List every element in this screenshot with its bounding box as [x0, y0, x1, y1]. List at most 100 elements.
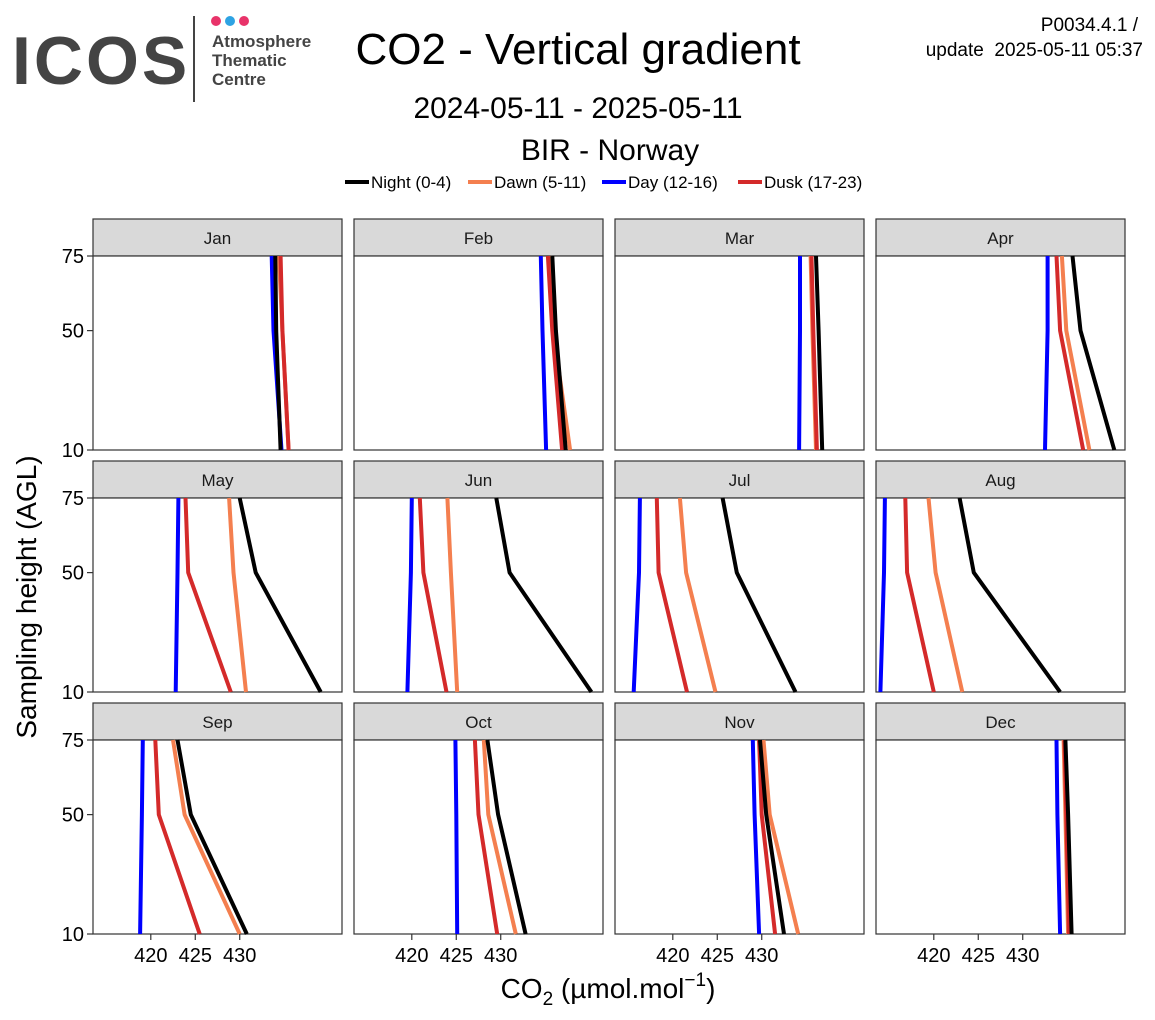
- x-tick-label: 430: [484, 945, 517, 967]
- profile-line-night: [814, 255, 825, 451]
- profile-line-dawn: [445, 497, 460, 693]
- x-tick-label: 420: [656, 945, 689, 967]
- facet-panel: Jun: [353, 460, 604, 694]
- facet-strip-label: Mar: [725, 229, 755, 248]
- panel-border: [614, 739, 865, 935]
- icos-logo: ICOS: [12, 23, 190, 99]
- x-tick-label: 420: [395, 945, 428, 967]
- facet-panel: Jul: [614, 460, 865, 693]
- panel-border: [353, 739, 604, 935]
- facet-strip: [614, 218, 865, 257]
- profile-line-dawn: [926, 497, 965, 693]
- facet-strip: [875, 460, 1126, 499]
- profile-line-day: [173, 497, 181, 693]
- profile-line-dawn: [761, 739, 801, 935]
- x-tick-label: 430: [1006, 945, 1039, 967]
- panel-border: [92, 739, 343, 935]
- chart-subtitle: 2024-05-11 - 2025-05-11: [413, 92, 742, 125]
- panel-border: [92, 255, 343, 451]
- x-tick-label: 425: [440, 945, 473, 967]
- facet-panel: Nov 420 425 430: [614, 702, 865, 967]
- profile-line-dawn: [481, 739, 518, 935]
- facet-strip-label: Jan: [204, 229, 231, 248]
- logo-subtitle-line: Centre: [212, 70, 266, 89]
- profile-line-day: [538, 255, 549, 451]
- facet-strip: [92, 702, 343, 741]
- facet-panel: Mar: [614, 218, 865, 451]
- profile-line-day: [1054, 739, 1063, 935]
- panel-border: [614, 255, 865, 451]
- profile-line-dusk: [545, 255, 565, 451]
- y-tick-label: 10: [62, 682, 84, 704]
- profile-line-day: [138, 739, 145, 935]
- profile-line-night: [758, 739, 786, 935]
- profile-line-dusk: [654, 497, 689, 693]
- facet-strip-label: Apr: [987, 229, 1014, 248]
- facet-panel: May 10 50 75: [62, 460, 343, 704]
- x-tick-label: 425: [701, 945, 734, 967]
- legend-label: Night (0-4): [371, 173, 451, 192]
- facet-strip-label: Oct: [465, 713, 492, 732]
- profile-line-dawn: [171, 739, 242, 935]
- facet-panel: Aug: [875, 460, 1126, 694]
- facet-strip: [92, 218, 343, 257]
- y-tick-label: 75: [62, 246, 84, 268]
- facet-strip-label: Sep: [202, 713, 232, 732]
- y-tick-label: 10: [62, 440, 84, 462]
- profile-line-dusk: [153, 739, 202, 935]
- facet-panel: Oct 420 425 430: [353, 702, 604, 967]
- y-tick-label: 10: [62, 924, 84, 946]
- version-label: P0034.4.1 /: [1041, 15, 1139, 36]
- profile-line-dusk: [417, 497, 449, 693]
- x-tick-label: 425: [179, 945, 212, 967]
- facet-strip: [92, 460, 343, 499]
- profile-line-dawn: [1059, 255, 1092, 451]
- logo-dot-icon: [239, 16, 249, 26]
- profile-line-day: [631, 497, 642, 693]
- logo-subtitle-line: Thematic: [212, 51, 287, 70]
- profile-line-night: [175, 739, 249, 935]
- profile-line-day: [797, 256, 802, 451]
- facet-panel: Dec 420 425 430: [875, 702, 1126, 967]
- facet-strip-label: Jun: [465, 471, 492, 490]
- profile-line-night: [720, 497, 798, 693]
- profile-line-dusk: [278, 255, 291, 451]
- legend: Night (0-4) Dawn (5-11) Day (12-16) Dusk (1…: [345, 173, 862, 192]
- profile-line-night: [550, 255, 568, 451]
- facet-strip-label: Aug: [985, 471, 1015, 490]
- profile-line-night: [494, 497, 594, 694]
- facet-strip: [353, 702, 604, 741]
- y-tick-label: 50: [62, 563, 84, 585]
- legend-label: Dusk (17-23): [764, 173, 862, 192]
- facet-strip: [353, 218, 604, 257]
- x-tick-label: 425: [962, 945, 995, 967]
- profile-line-dusk: [903, 497, 936, 693]
- facet-strip: [353, 460, 604, 499]
- y-tick-label: 75: [62, 730, 84, 752]
- profile-line-day: [878, 497, 887, 693]
- profile-line-day: [750, 739, 762, 935]
- update-label: update 2025-05-11 05:37: [926, 40, 1143, 61]
- profile-line-night: [485, 739, 528, 935]
- profile-line-dusk: [472, 739, 500, 935]
- profile-line-day: [1043, 256, 1050, 451]
- profile-line-night: [237, 497, 323, 693]
- panel-border: [875, 739, 1126, 935]
- profile-line-dusk: [1054, 255, 1086, 451]
- facet-panel: Sep 10 50 75 420 425 430: [62, 702, 343, 967]
- profile-line-dawn: [677, 497, 718, 693]
- facet-strip-label: Jul: [729, 471, 751, 490]
- logo-subtitle-line: Atmosphere: [212, 32, 311, 51]
- logo-dot-icon: [211, 16, 221, 26]
- facet-strip-label: Nov: [724, 713, 755, 732]
- profile-line-night: [1063, 739, 1074, 935]
- panel-border: [875, 497, 1126, 693]
- x-tick-label: 430: [223, 945, 256, 967]
- x-tick-label: 420: [917, 945, 950, 967]
- chart-title: CO2 - Vertical gradient: [355, 25, 800, 74]
- facet-panel: Jan 10 50 75: [62, 218, 343, 462]
- legend-label: Day (12-16): [628, 173, 718, 192]
- x-tick-label: 420: [134, 945, 167, 967]
- y-tick-label: 50: [62, 805, 84, 827]
